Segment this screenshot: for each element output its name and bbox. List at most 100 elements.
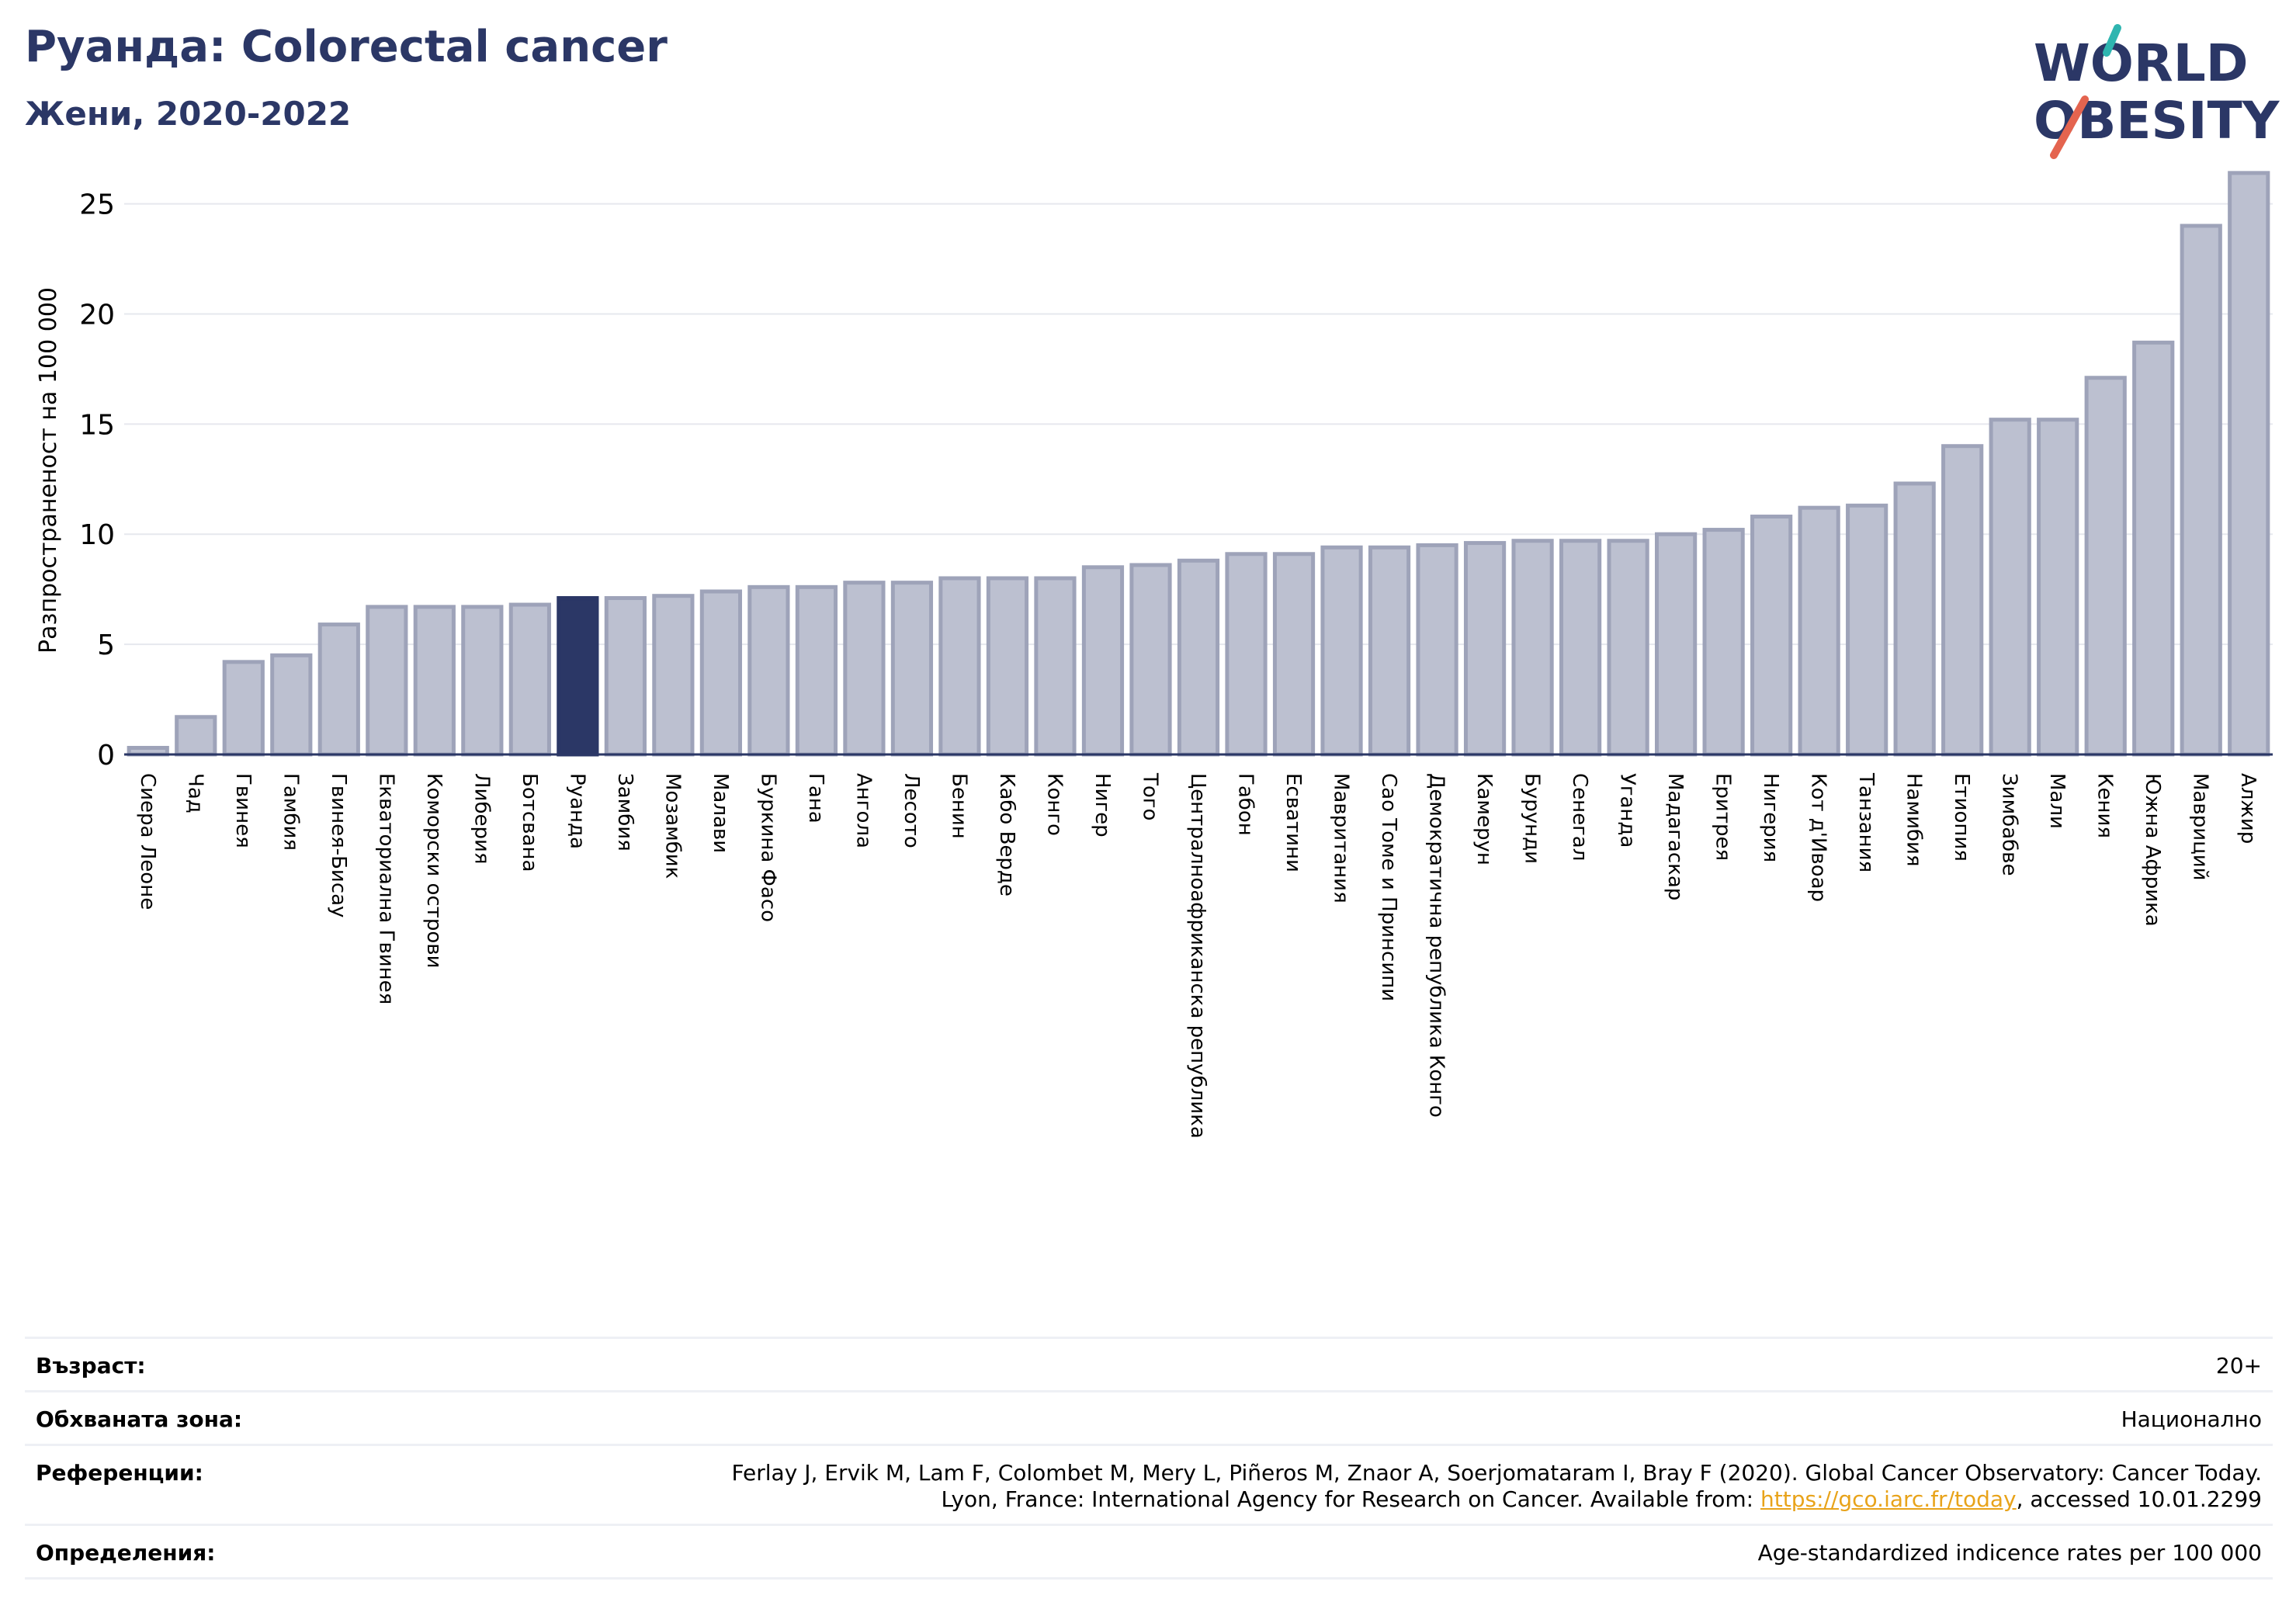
x-tick-label: Нигер [1091,773,1114,838]
bar-26 [1368,545,1411,757]
x-tick-label: Либерия [470,773,493,865]
x-tick-label: Гамбия [279,773,302,851]
y-tick-label: 5 [97,629,115,661]
y-tick-label: 25 [79,189,115,221]
bar-4 [317,622,360,757]
bar-32 [1655,532,1698,757]
bar-1 [175,715,217,757]
x-tick-label: Камерун [1472,773,1496,865]
x-tick-label: Гвинея-Бисау [327,773,350,917]
coverage-label: Обхваната зона: [36,1406,243,1432]
x-tick-label: Ангола [851,773,875,848]
x-tick-label: Малави [709,773,732,853]
bar-17 [938,576,981,757]
bar-28 [1463,541,1507,757]
x-tick-label: Южна Африка [2141,773,2164,927]
y-tick-label: 20 [79,299,115,331]
x-tick-label: Мали [2045,773,2069,829]
chart-subtitle: Жени, 2020-2022 [25,95,352,133]
x-tick-label: Мозамбик [661,773,684,879]
bar-22 [1177,558,1220,757]
definitions-label: Определения: [36,1540,216,1566]
references-line2-post: , accessed 10.01.2299 [2016,1486,2262,1512]
bar-11 [652,594,695,757]
bar-chart: 0 5 10 15 20 25 Разпространеност на 100 000 Сие… [35,171,2273,1139]
x-tick-label: Демократична република Конго [1425,773,1448,1118]
bar-9 [557,596,599,757]
x-tick-label: Кабо Верде [995,773,1018,896]
y-axis-label: Разпространеност на 100 000 [35,287,62,654]
x-tick-label: Буркина Фасо [756,773,779,922]
x-tick-label: Централноафриканска република [1186,773,1209,1139]
x-tick-label: Чад [183,773,206,813]
x-tick-label: Етиопия [1950,773,1973,862]
bar-20 [1081,565,1125,757]
x-tick-label: Лесото [900,773,923,848]
x-tick-label: Бурунди [1521,773,1544,864]
x-tick-label: Нигерия [1759,773,1782,862]
references-line1: Ferlay J, Ervik M, Lam F, Colombet M, Me… [731,1460,2262,1486]
bar-13 [747,584,790,757]
y-tick-label: 15 [79,409,115,441]
bar-19 [1034,576,1077,757]
bar-16 [890,581,934,757]
y-tick-label: 0 [97,740,115,772]
x-tick-label: Коморски острови [422,773,446,969]
bar-42 [2132,340,2175,757]
x-tick-label: Ботсвана [518,773,541,872]
y-tick-label: 10 [79,519,115,551]
bar-29 [1511,539,1554,757]
x-tick-label: Руанда [565,773,588,849]
x-tick-label: Танзания [1854,772,1878,872]
info-table: Възраст: 20+ Обхваната зона: Национално … [25,1337,2273,1580]
bar-44 [2228,171,2270,757]
bar-36 [1846,503,1888,757]
bar-31 [1607,539,1649,757]
x-tick-label: Кения [2093,773,2117,838]
bar-10 [604,596,647,757]
bar-35 [1798,505,1840,757]
x-tick-label: Мадагаскар [1663,773,1687,900]
coverage-value: Национално [2121,1406,2262,1432]
bar-14 [795,584,838,757]
age-value: 20+ [2215,1353,2262,1379]
bar-33 [1702,528,1745,757]
bar-37 [1893,481,1936,757]
bar-25 [1320,545,1363,757]
bar-18 [986,576,1029,757]
x-tick-label: Есватини [1282,773,1305,872]
bar-15 [843,581,886,757]
x-tick-label: Конго [1042,773,1066,836]
info-row-coverage: Обхваната зона: Национално [25,1390,2273,1444]
x-tick-label: Еритрея [1712,773,1735,861]
bar-8 [508,602,551,757]
bar-41 [2084,376,2127,757]
references-label: Референции: [36,1460,203,1486]
logo-teal-stroke [2103,24,2121,57]
references-link[interactable]: https://gco.iarc.fr/today [1760,1486,2017,1512]
x-tick-label: Намибия [1902,773,1926,867]
info-row-references: Референции: Ferlay J, Ervik M, Lam F, Co… [25,1444,2273,1524]
bar-2 [222,660,265,757]
bar-3 [270,653,313,757]
x-tick-label: Кот д'Ивоар [1807,773,1830,902]
x-tick-label: Бенин [947,773,970,839]
bar-40 [2037,418,2079,757]
references-line2-pre: Lyon, France: International Agency for R… [941,1486,1760,1512]
bar-27 [1416,543,1458,757]
bar-5 [366,605,408,757]
x-tick-label: Алжир [2236,773,2260,844]
x-tick-label: Сао Томе и Принсипи [1377,773,1400,1001]
bar-24 [1272,552,1316,757]
bar-39 [1989,418,2031,757]
bar-43 [2180,224,2222,757]
bar-30 [1559,539,1602,757]
chart-title: Руанда: Colorectal cancer [25,22,668,72]
world-obesity-logo: WORLD OBESITY [2034,24,2280,159]
logo-coral-stroke [2050,95,2089,159]
age-label: Възраст: [36,1353,146,1379]
x-tick-label: Того [1138,772,1161,820]
x-tick-label: Зимбабве [1998,773,2021,876]
bar-7 [461,605,504,757]
x-tick-label: Сиера Леоне [136,773,159,910]
